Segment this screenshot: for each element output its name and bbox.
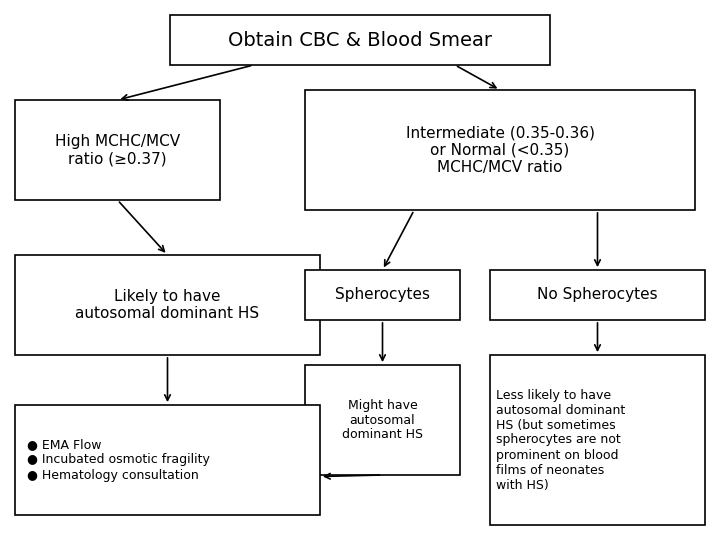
FancyBboxPatch shape [305,90,695,210]
Text: High MCHC/MCV
ratio (≥0.37): High MCHC/MCV ratio (≥0.37) [55,134,180,166]
FancyBboxPatch shape [15,405,320,515]
Text: Might have
autosomal
dominant HS: Might have autosomal dominant HS [342,399,423,442]
Text: No Spherocytes: No Spherocytes [537,287,658,302]
Text: Intermediate (0.35-0.36)
or Normal (<0.35)
MCHC/MCV ratio: Intermediate (0.35-0.36) or Normal (<0.3… [405,125,595,175]
Text: Obtain CBC & Blood Smear: Obtain CBC & Blood Smear [228,30,492,50]
Text: ● EMA Flow
● Incubated osmotic fragility
● Hematology consultation: ● EMA Flow ● Incubated osmotic fragility… [27,438,210,482]
FancyBboxPatch shape [490,270,705,320]
Text: Likely to have
autosomal dominant HS: Likely to have autosomal dominant HS [76,289,260,321]
FancyBboxPatch shape [170,15,550,65]
FancyBboxPatch shape [305,365,460,475]
Text: Spherocytes: Spherocytes [335,287,430,302]
Text: Less likely to have
autosomal dominant
HS (but sometimes
spherocytes are not
pro: Less likely to have autosomal dominant H… [496,388,625,491]
FancyBboxPatch shape [15,100,220,200]
FancyBboxPatch shape [15,255,320,355]
FancyBboxPatch shape [490,355,705,525]
FancyBboxPatch shape [305,270,460,320]
